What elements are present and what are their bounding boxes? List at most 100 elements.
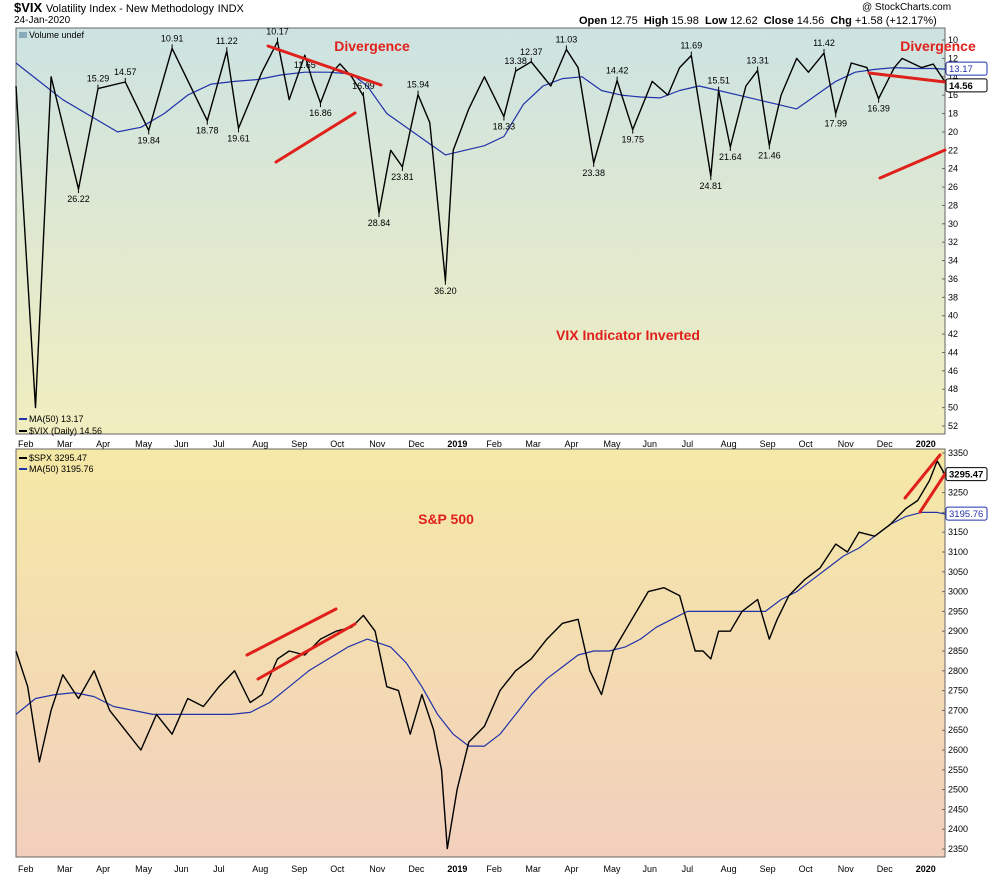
vix-extreme-label: 18.78 <box>196 126 219 136</box>
vix-ma-legend: MA(50) 13.17 <box>29 414 84 424</box>
spx-price-legend: $SPX 3295.47 <box>29 453 87 463</box>
vix-ytick-label: 22 <box>948 145 958 155</box>
ohlc-readout: Open 12.75 High 15.98 Low 12.62 Close 14… <box>579 15 937 27</box>
vix-extreme-label: 10.17 <box>266 27 289 37</box>
spx-xtick-label: Aug <box>721 864 737 874</box>
vix-extreme-label: 11.03 <box>555 34 577 44</box>
vix-extreme-label: 19.61 <box>227 133 250 143</box>
low-label: Low <box>705 15 728 27</box>
vix-last-value: 14.56 <box>949 81 973 92</box>
vix-extreme-label: 19.84 <box>137 135 160 145</box>
spx-ytick-label: 3250 <box>948 488 968 498</box>
spx-xtick-label: Mar <box>525 864 541 874</box>
spx-xtick-label: Nov <box>369 864 386 874</box>
spx-xtick-label: Mar <box>57 864 73 874</box>
spx-ytick-label: 2450 <box>948 804 968 814</box>
vix-extreme-label: 23.81 <box>391 172 414 182</box>
vix-ytick-label: 36 <box>948 274 958 284</box>
vix-ytick-label: 38 <box>948 292 958 302</box>
spx-channel-line <box>903 453 942 500</box>
vix-ma-last-value: 13.17 <box>949 64 973 75</box>
vix-extreme-label: 13.31 <box>746 55 769 65</box>
spx-ytick-label: 2600 <box>948 745 968 755</box>
vix-panel-bg <box>15 27 946 435</box>
high-label: High <box>643 15 669 27</box>
spx-ytick-label: 2500 <box>948 785 968 795</box>
spx-last-value-box <box>945 467 988 482</box>
vix-xtick-label: Aug <box>252 439 268 449</box>
vix-extreme-label: 15.94 <box>407 80 430 90</box>
spx-xtick-label: Jul <box>682 864 694 874</box>
vix-ytick-label: 48 <box>948 384 958 394</box>
vix-extreme-label: 14.42 <box>606 66 629 76</box>
divergence-annotation: Divergence <box>334 38 410 54</box>
vix-ytick-label: 14 <box>948 72 958 82</box>
vix-ytick-label: 20 <box>948 127 958 137</box>
vix-ytick-label: 12 <box>948 53 958 63</box>
vix-xtick-label: 2020 <box>916 439 936 449</box>
volume-legend: Volume undef <box>29 30 85 40</box>
vix-ytick-label: 28 <box>948 200 958 210</box>
vix-extreme-label: 11.22 <box>216 36 238 46</box>
spx-xtick-label: Jun <box>174 864 189 874</box>
vix-extreme-label: 36.20 <box>434 286 457 296</box>
spx-ytick-label: 3050 <box>948 567 968 577</box>
spx-channel-line <box>256 622 357 681</box>
chg-value: +1.58 (+12.17%) <box>854 15 937 27</box>
spx-ytick-label: 3000 <box>948 587 968 597</box>
vix-xtick-label: Oct <box>799 439 814 449</box>
spx-ytick-label: 2700 <box>948 705 968 715</box>
vix-price-legend: $VIX (Daily) 14.56 <box>29 426 102 436</box>
vix-xtick-label: Aug <box>721 439 737 449</box>
spx-xtick-label: 2019 <box>447 864 467 874</box>
divergence-annotation: Divergence <box>900 38 976 54</box>
spx-ytick-label: 2800 <box>948 666 968 676</box>
vix-extreme-label: 16.39 <box>867 104 890 114</box>
open-label: Open <box>579 15 608 27</box>
vix-xtick-label: Feb <box>18 439 34 449</box>
spx-ytick-label: 2750 <box>948 686 968 696</box>
vix-ma-last-value-box <box>945 61 988 76</box>
vix-ytick-label: 40 <box>948 311 958 321</box>
vix-xtick-label: Jul <box>213 439 225 449</box>
vix-ytick-label: 24 <box>948 164 958 174</box>
vix-divergence-line <box>867 71 947 84</box>
vix-extreme-label: 23.38 <box>582 168 605 178</box>
spx-ma-last-value: 3195.76 <box>949 509 983 520</box>
vix-ytick-label: 52 <box>948 421 958 431</box>
spx-xtick-label: Dec <box>877 864 894 874</box>
spx-xtick-label: May <box>135 864 153 874</box>
vix-extreme-label: 21.46 <box>758 150 781 160</box>
spx-xtick-label: Sep <box>760 864 776 874</box>
vix-extreme-label: 16.86 <box>309 108 332 118</box>
vix-xtick-label: Jul <box>682 439 694 449</box>
symbol-name: Volatility Index - New Methodology <box>45 3 214 15</box>
vix-ytick-label: 10 <box>948 35 958 45</box>
spx-xtick-label: Sep <box>291 864 307 874</box>
vix-xtick-label: Sep <box>291 439 307 449</box>
vix-extreme-label: 21.64 <box>719 152 742 162</box>
vix-ytick-label: 16 <box>948 90 958 100</box>
spx-xtick-label: Feb <box>18 864 34 874</box>
vix-extreme-label: 15.29 <box>87 74 110 84</box>
vix-extreme-label: 28.84 <box>368 218 391 228</box>
vix-price-line <box>15 40 946 409</box>
symbol-title: $VIX Volatility Index - New Methodology … <box>14 0 244 15</box>
vix-xtick-label: May <box>604 439 622 449</box>
spx-ma50-line <box>15 511 946 747</box>
vix-xtick-label: Sep <box>760 439 776 449</box>
vix-divergence-line <box>274 111 357 164</box>
chart-date: 24-Jan-2020 <box>14 15 71 26</box>
spx-ytick-label: 2850 <box>948 646 968 656</box>
vix-extreme-label: 26.22 <box>67 194 90 204</box>
vix-extreme-label: 17.99 <box>824 118 847 128</box>
vix-extreme-label: 15.51 <box>707 76 730 86</box>
close-label: Close <box>763 15 794 27</box>
spx-ytick-label: 3150 <box>948 527 968 537</box>
vix-ytick-label: 18 <box>948 109 958 119</box>
spx-xtick-label: Dec <box>408 864 425 874</box>
spx-xtick-label: Oct <box>799 864 814 874</box>
spx-channel-line <box>245 607 338 657</box>
